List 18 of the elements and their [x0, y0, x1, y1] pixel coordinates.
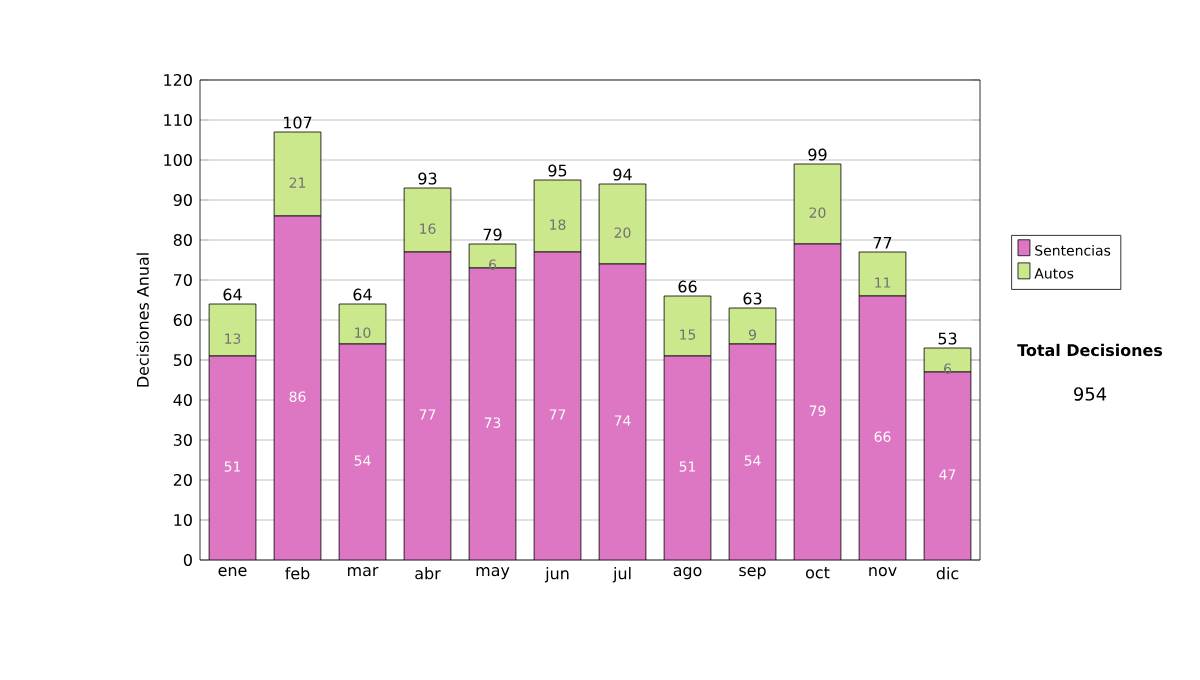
- bar: [663, 295, 712, 357]
- bar: [858, 251, 907, 297]
- bar: [469, 268, 516, 560]
- bar: [728, 307, 777, 345]
- bar: [664, 356, 711, 560]
- bar: [534, 252, 581, 560]
- bar: [599, 264, 646, 560]
- bar: [274, 216, 321, 560]
- bar: [339, 344, 386, 560]
- text: 954: [1074, 387, 1107, 401]
- bar: [923, 371, 972, 560]
- bar: [729, 344, 776, 560]
- bar: [794, 244, 841, 560]
- bar: [338, 303, 387, 345]
- bar: [859, 296, 906, 560]
- bar: [209, 356, 256, 560]
- bar: [468, 243, 517, 269]
- bar: [404, 252, 451, 560]
